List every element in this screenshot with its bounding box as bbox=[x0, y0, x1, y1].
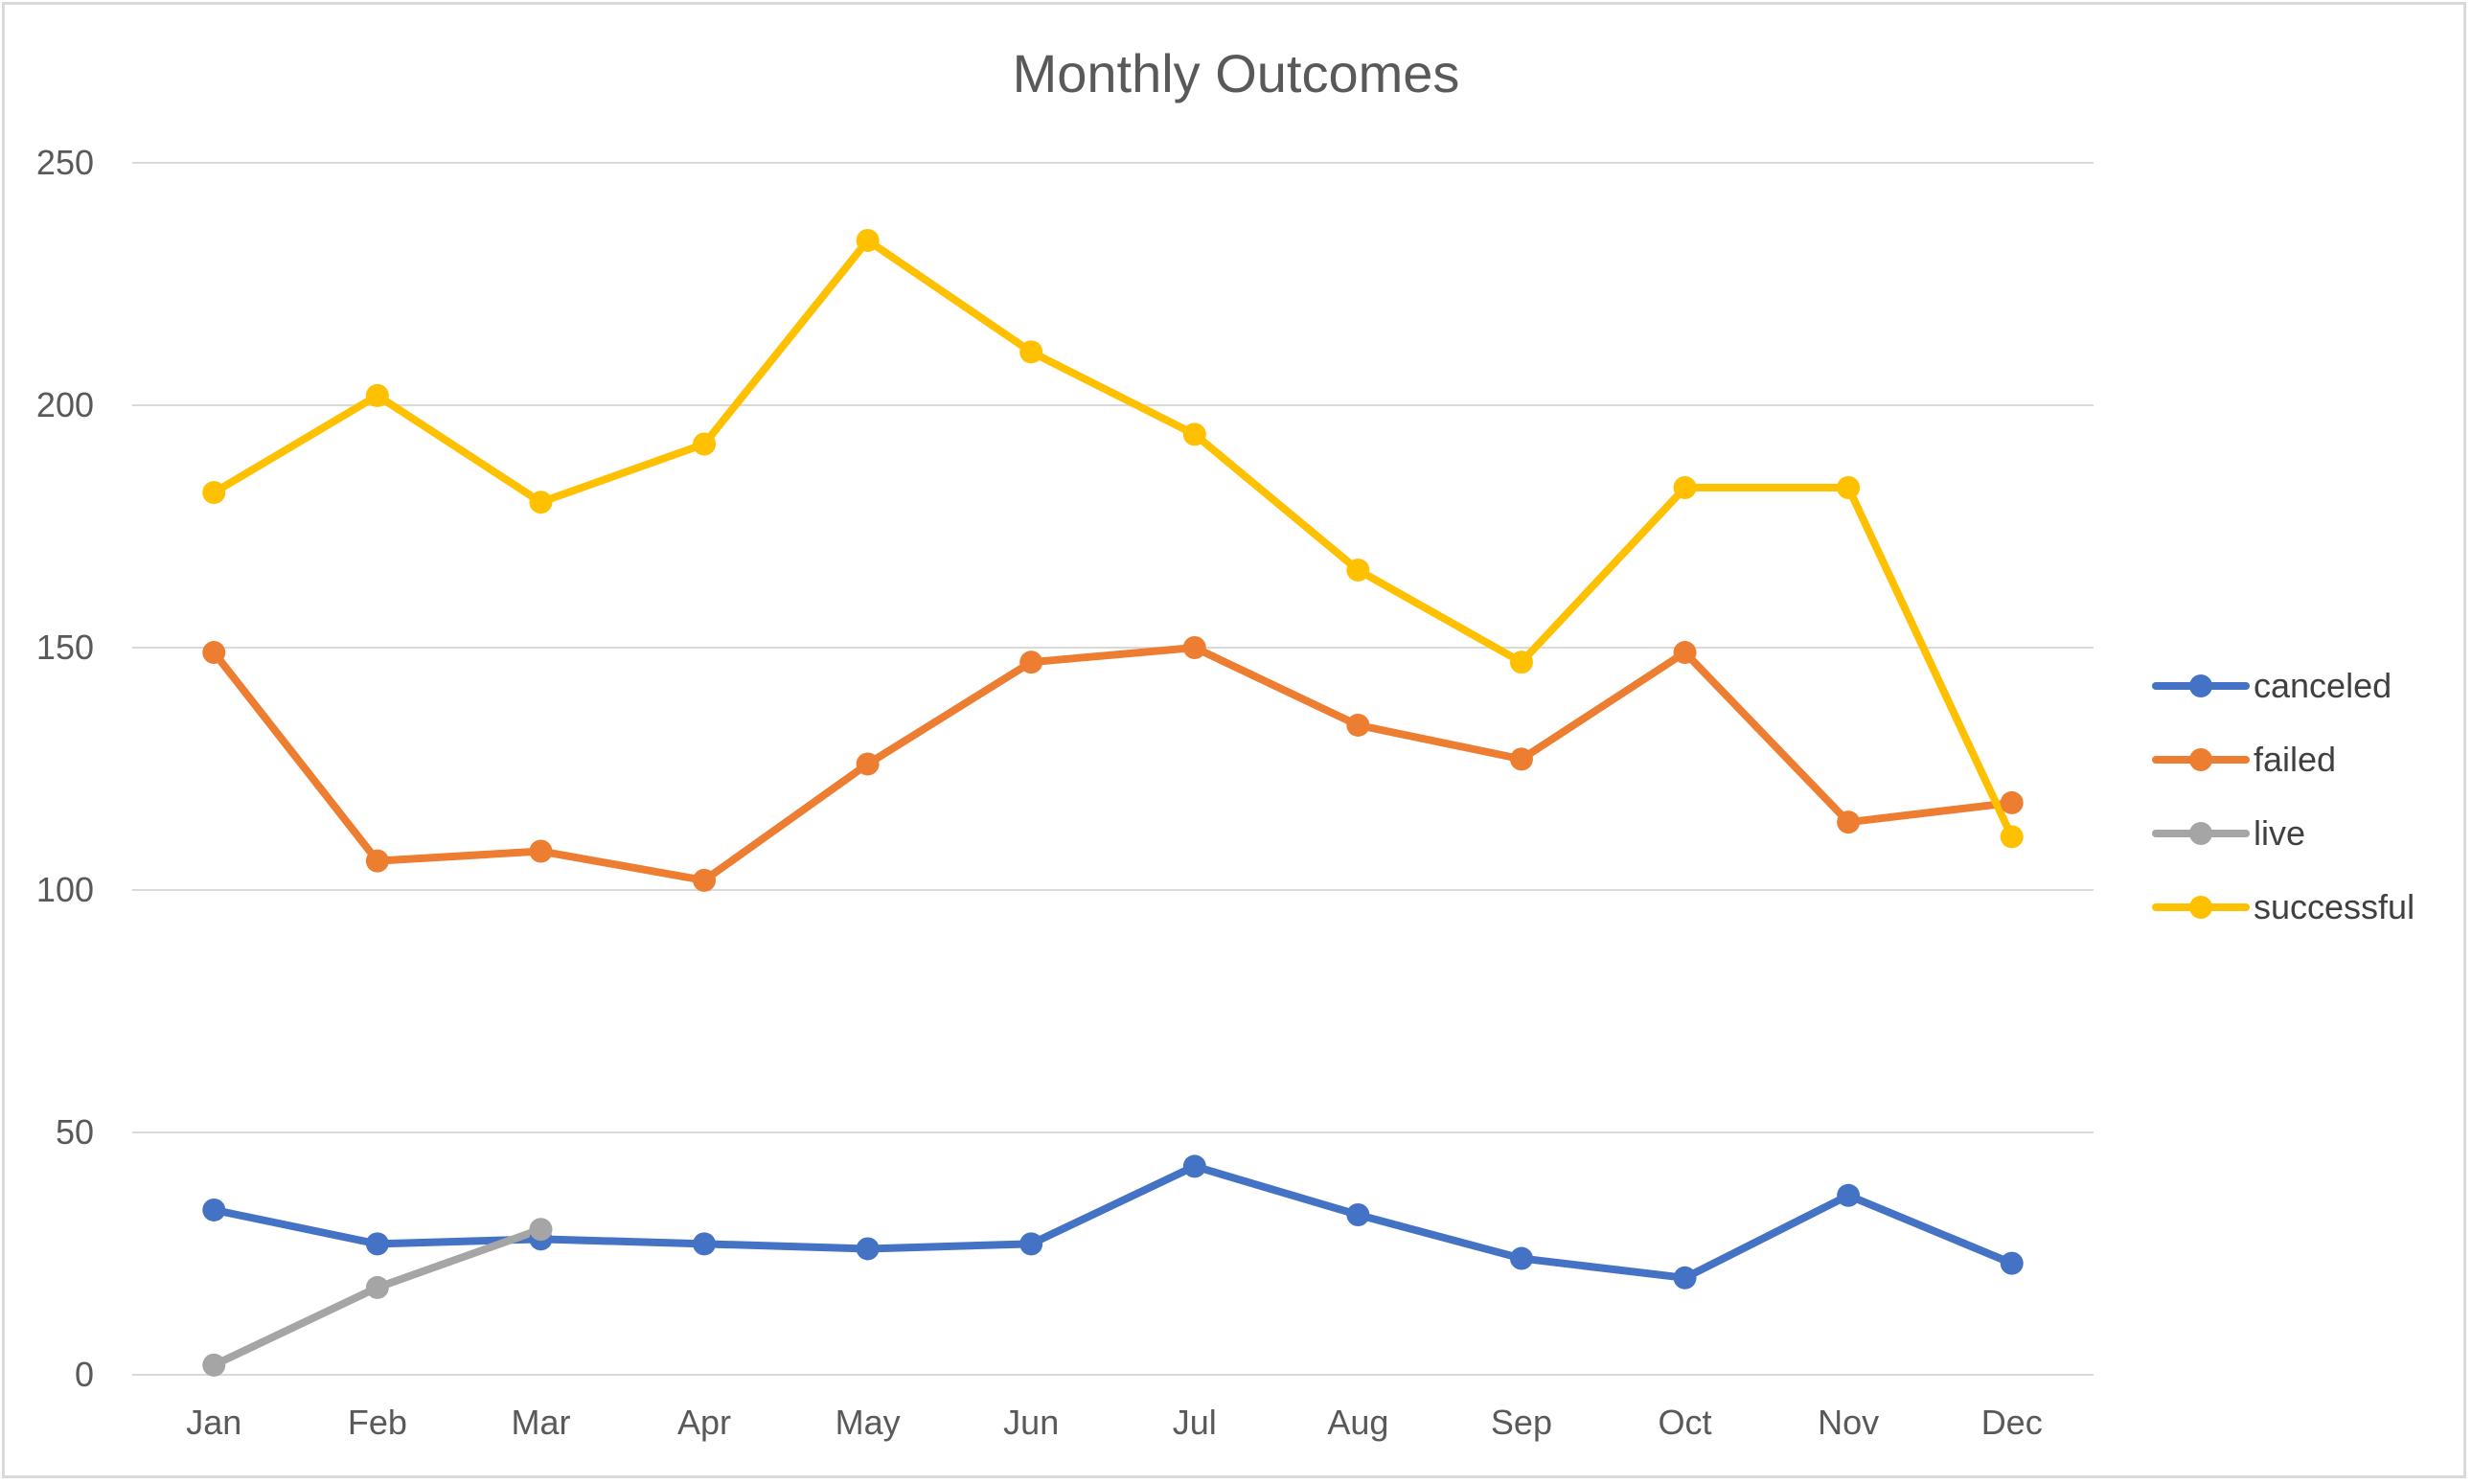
data-point-successful bbox=[1019, 340, 1043, 364]
legend: canceled failed live successful bbox=[2152, 666, 2415, 926]
data-point-canceled bbox=[2000, 1251, 2024, 1275]
data-point-canceled bbox=[1346, 1203, 1370, 1227]
legend-swatch-marker bbox=[2189, 748, 2212, 771]
data-point-failed bbox=[1673, 641, 1697, 665]
data-point-successful bbox=[1837, 476, 1861, 500]
legend-label: successful bbox=[2254, 887, 2415, 926]
legend-item-failed: failed bbox=[2152, 740, 2336, 779]
y-tick-label: 100 bbox=[36, 870, 94, 909]
data-point-live bbox=[529, 1218, 553, 1242]
data-point-failed bbox=[365, 849, 389, 873]
x-tick-label: Jan bbox=[186, 1403, 241, 1442]
x-axis-labels: Jan Feb Mar Apr May Jun Jul Aug Sep Oct Nov Dec bbox=[186, 1403, 2042, 1442]
y-tick-label: 0 bbox=[75, 1355, 94, 1394]
legend-item-successful: successful bbox=[2152, 887, 2415, 926]
y-tick-label: 200 bbox=[36, 385, 94, 424]
data-point-canceled bbox=[1019, 1232, 1043, 1256]
data-point-live bbox=[365, 1275, 389, 1299]
x-tick-label: Nov bbox=[1818, 1403, 1879, 1442]
data-point-canceled bbox=[1673, 1266, 1697, 1290]
data-point-successful bbox=[1509, 651, 1533, 674]
x-tick-label: Sep bbox=[1491, 1403, 1552, 1442]
legend-label: failed bbox=[2254, 740, 2336, 779]
legend-swatch-marker bbox=[2189, 674, 2212, 697]
y-tick-label: 150 bbox=[36, 628, 94, 667]
data-point-canceled bbox=[856, 1237, 880, 1261]
data-point-failed bbox=[856, 752, 880, 776]
legend-item-live: live bbox=[2152, 813, 2305, 853]
data-point-failed bbox=[529, 839, 553, 863]
y-axis-labels: 0 50 100 150 200 250 bbox=[36, 143, 94, 1394]
data-point-canceled bbox=[1182, 1154, 1206, 1178]
series-line-failed bbox=[210, 644, 2016, 884]
x-tick-label: Feb bbox=[348, 1403, 407, 1442]
x-tick-label: Jun bbox=[1003, 1403, 1059, 1442]
x-tick-label: Aug bbox=[1327, 1403, 1388, 1442]
legend-item-canceled: canceled bbox=[2152, 666, 2392, 705]
data-point-successful bbox=[1346, 559, 1370, 582]
gridlines bbox=[132, 162, 2094, 1376]
series-points bbox=[202, 228, 2024, 1377]
series-lines bbox=[210, 236, 2016, 1369]
x-tick-label: Dec bbox=[1981, 1403, 2043, 1442]
x-tick-label: Apr bbox=[677, 1403, 731, 1442]
legend-label: live bbox=[2254, 813, 2305, 853]
data-point-failed bbox=[693, 868, 717, 892]
data-point-failed bbox=[2000, 790, 2024, 814]
data-point-successful bbox=[856, 228, 880, 252]
data-point-successful bbox=[693, 432, 717, 456]
data-point-canceled bbox=[693, 1232, 717, 1256]
legend-label: canceled bbox=[2254, 666, 2392, 705]
x-tick-label: Jul bbox=[1173, 1403, 1217, 1442]
data-point-failed bbox=[1019, 651, 1043, 674]
data-point-canceled bbox=[365, 1232, 389, 1256]
data-point-failed bbox=[1182, 636, 1206, 659]
data-point-canceled bbox=[1509, 1246, 1533, 1270]
data-point-failed bbox=[202, 641, 226, 665]
data-point-live bbox=[202, 1353, 226, 1377]
series-line-canceled bbox=[210, 1162, 2016, 1282]
x-tick-label: Mar bbox=[511, 1403, 570, 1442]
legend-swatch-marker bbox=[2189, 896, 2212, 919]
data-point-failed bbox=[1837, 810, 1861, 834]
x-tick-label: Oct bbox=[1659, 1403, 1712, 1442]
x-tick-label: May bbox=[835, 1403, 901, 1442]
series-line-successful bbox=[210, 236, 2016, 841]
y-tick-label: 250 bbox=[36, 143, 94, 182]
data-point-successful bbox=[1673, 476, 1697, 500]
data-point-canceled bbox=[202, 1198, 226, 1221]
data-point-successful bbox=[365, 383, 389, 407]
data-point-successful bbox=[2000, 825, 2024, 849]
y-tick-label: 50 bbox=[56, 1112, 94, 1152]
legend-swatch-marker bbox=[2189, 822, 2212, 845]
data-point-failed bbox=[1346, 713, 1370, 737]
data-point-canceled bbox=[1837, 1183, 1861, 1207]
chart-title: Monthly Outcomes bbox=[1013, 43, 1460, 103]
data-point-successful bbox=[529, 491, 553, 514]
data-point-successful bbox=[202, 481, 226, 505]
data-point-successful bbox=[1182, 422, 1206, 446]
data-point-failed bbox=[1509, 747, 1533, 771]
